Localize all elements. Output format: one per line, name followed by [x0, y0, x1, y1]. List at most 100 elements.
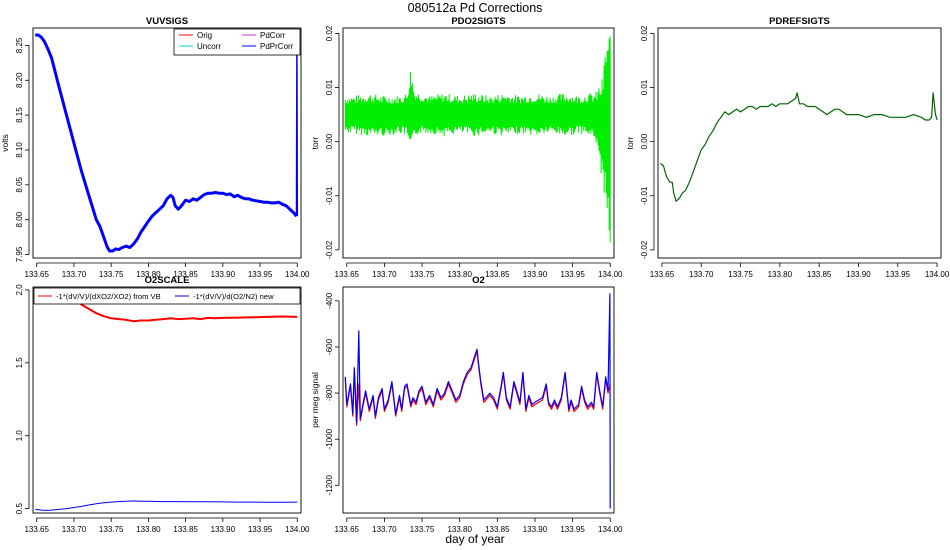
series-group	[344, 293, 611, 509]
y-tick-label: 8.05	[15, 176, 24, 192]
y-tick-label: 0.01	[325, 79, 334, 95]
x-tick-label: 134.00	[598, 270, 623, 279]
series-group	[35, 296, 298, 511]
panel-o2: O2 per meg signal 133.65 133.70 133.75 133.80…	[310, 275, 623, 534]
y-axis: -0.02 -0.01 0.00 0.01 0.02	[640, 25, 655, 259]
series-line	[35, 33, 298, 253]
series-line	[344, 351, 611, 426]
x-axis: 133.65 133.70 133.75 133.80 133.85 133.90 133.…	[335, 517, 623, 534]
x-tick-label: 133.70	[62, 270, 87, 279]
figure-xlabel: day of year	[445, 532, 504, 546]
y-axis-label: per meg signal	[310, 372, 320, 428]
y-tick-label: 1.5	[15, 357, 24, 369]
x-tick-label: 133.70	[372, 525, 397, 534]
legend: -1*(dV/V)/(dXO2/XO2) from VB -1*(dV/V)/d(…	[33, 287, 301, 305]
legend-label: PdPrCorr	[260, 42, 294, 51]
y-axis-label: torr	[310, 136, 320, 149]
x-tick-label: 133.85	[485, 525, 510, 534]
y-tick-label: 8.20	[15, 72, 24, 88]
figure-title: 080512a Pd Corrections	[408, 1, 543, 15]
x-tick-label: 133.65	[335, 525, 360, 534]
y-tick-label: 0.5	[15, 503, 24, 515]
legend-label: PdCorr	[260, 31, 286, 40]
x-tick-label: 133.75	[99, 270, 124, 279]
x-tick-label: 133.80	[447, 525, 472, 534]
x-tick-label: 133.65	[650, 270, 675, 279]
y-axis-label: torr	[625, 136, 635, 149]
x-tick-label: 134.00	[285, 270, 310, 279]
plot-frame	[657, 27, 942, 259]
y-axis: 0.5 1.0 1.5 2.0	[15, 284, 30, 515]
y-tick-label: 8.25	[15, 37, 24, 53]
y-tick-label: -1000	[325, 428, 334, 449]
x-tick-label: 133.95	[248, 270, 273, 279]
y-tick-label: 0.00	[325, 133, 334, 149]
legend-label: -1*(dV/V)/d(O2/N2) new	[193, 292, 274, 301]
x-tick-label: 133.65	[24, 270, 49, 279]
series-band	[344, 36, 611, 243]
y-tick-label: -0.02	[640, 240, 649, 259]
x-tick-label: 133.80	[768, 270, 793, 279]
series-area	[345, 68, 611, 210]
y-axis: -0.02 -0.01 0.00 0.01 0.02	[325, 25, 340, 259]
x-tick-label: 133.90	[211, 525, 236, 534]
legend-label: -1*(dV/V)/(dXO2/XO2) from VB	[56, 292, 161, 301]
x-tick-label: 133.80	[447, 270, 472, 279]
legend: Orig PdCorr Uncorr PdPrCorr	[173, 28, 301, 56]
x-tick-label: 133.70	[62, 525, 87, 534]
series-line	[344, 36, 611, 243]
y-tick-label: 8.15	[15, 107, 24, 123]
x-tick-label: 133.95	[560, 270, 585, 279]
y-tick-label: -0.01	[640, 186, 649, 205]
series-line	[344, 293, 611, 509]
x-tick-label: 133.75	[410, 270, 435, 279]
plot-frame	[32, 27, 302, 259]
y-tick-label: -0.02	[325, 240, 334, 259]
y-tick-label: 7.95	[15, 246, 24, 262]
chart-title: O2	[472, 275, 485, 286]
plot-frame	[342, 27, 615, 259]
chart-title: PDREFSIGTS	[769, 16, 830, 27]
y-tick-label: -400	[325, 292, 334, 309]
x-tick-label: 133.65	[24, 525, 49, 534]
legend-box	[173, 28, 301, 56]
chart-title: O2SCALE	[145, 275, 190, 286]
x-tick-label: 133.85	[173, 525, 198, 534]
x-tick-label: 133.85	[485, 270, 510, 279]
x-tick-label: 133.85	[807, 270, 832, 279]
y-tick-label: -600	[325, 338, 334, 355]
legend-box	[33, 287, 301, 305]
chart-title: PDO2SIGTS	[451, 16, 505, 27]
y-tick-label: -1200	[325, 475, 334, 496]
x-axis: 133.65 133.70 133.75 133.80 133.85 133.90 133.…	[24, 517, 310, 534]
x-tick-label: 133.90	[523, 270, 548, 279]
x-axis: 133.65 133.70 133.75 133.80 133.85 133.90 133.…	[650, 262, 950, 279]
x-axis: 133.65 133.70 133.75 133.80 133.85 133.90 133.…	[24, 262, 310, 279]
y-axis: -1200 -1000 -800 -600 -400	[325, 292, 340, 496]
x-tick-label: 133.70	[689, 270, 714, 279]
x-tick-label: 134.00	[925, 270, 950, 279]
y-tick-label: 8.00	[15, 211, 24, 227]
y-axis: 7.95 8.00 8.05 8.10 8.15 8.20 8.25	[15, 37, 30, 262]
series-line	[295, 44, 299, 217]
x-tick-label: 133.95	[560, 525, 585, 534]
x-tick-label: 133.85	[173, 270, 198, 279]
x-tick-label: 134.00	[598, 525, 623, 534]
x-tick-label: 133.70	[372, 270, 397, 279]
y-tick-label: 1.0	[15, 430, 24, 442]
plot-frame	[342, 286, 615, 514]
plot-frame	[32, 286, 302, 514]
x-tick-label: 133.90	[523, 525, 548, 534]
y-tick-label: 0.01	[640, 79, 649, 95]
legend-label: Uncorr	[197, 42, 221, 51]
y-tick-label: -800	[325, 385, 334, 402]
y-tick-label: -0.01	[325, 186, 334, 205]
x-tick-label: 133.80	[136, 270, 161, 279]
x-tick-label: 133.95	[886, 270, 911, 279]
x-tick-label: 133.90	[846, 270, 871, 279]
